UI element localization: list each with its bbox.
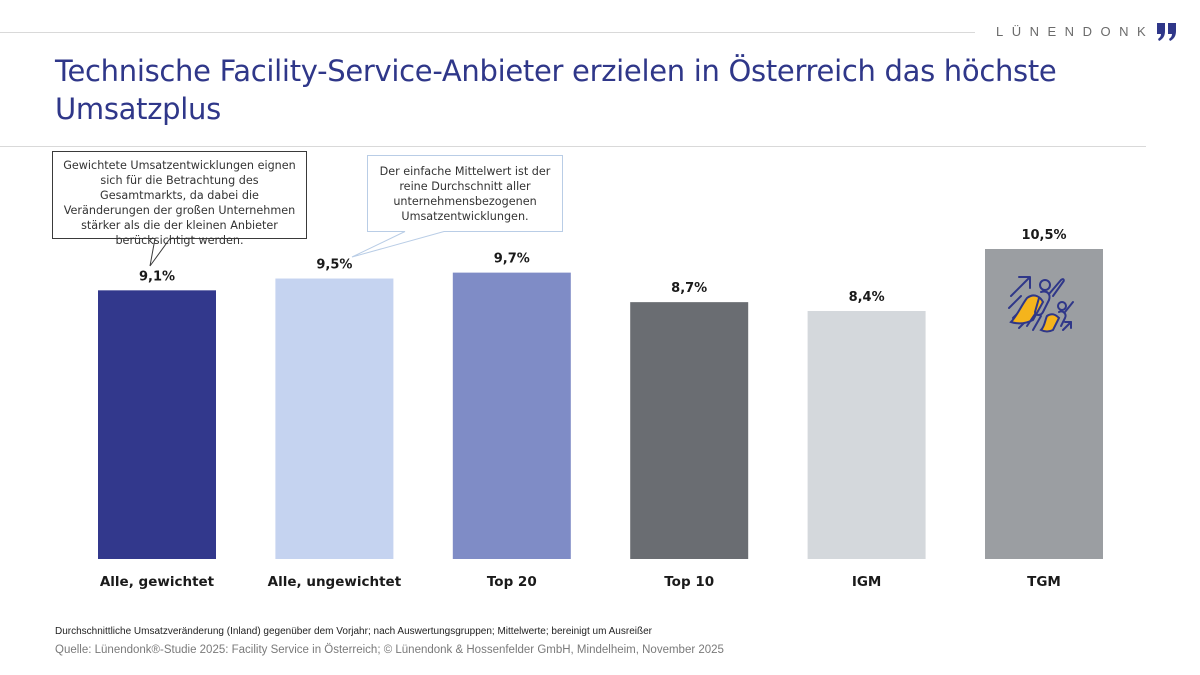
brand-name: LÜNENDONK	[996, 23, 1155, 39]
bar-top-20	[452, 272, 571, 559]
callout-weighted-text: Gewichtete Umsatzentwicklungen eignen si…	[63, 159, 296, 247]
callout-weighted-bubble	[52, 151, 307, 267]
category-label: TGM	[1027, 574, 1061, 590]
value-label: 9,1%	[139, 269, 175, 284]
page-title: Technische Facility-Service-Anbieter erz…	[55, 54, 1057, 126]
title-divider	[0, 146, 1146, 147]
value-label: 10,5%	[1021, 228, 1066, 243]
callout-weighted: Gewichtete Umsatzentwicklungen eignen si…	[52, 151, 307, 267]
bar-tgm	[985, 249, 1103, 559]
brand-logo: LÜNENDONK	[996, 20, 1178, 42]
superhero-icon	[1008, 276, 1074, 333]
category-label: Top 20	[487, 574, 537, 590]
bar-alle-gewichtet	[98, 290, 216, 559]
callout-unweighted-bubble	[351, 155, 563, 258]
bar-top-10	[630, 302, 749, 559]
source-note: Quelle: Lünendonk®-Studie 2025: Facility…	[55, 644, 724, 656]
category-label: Alle, ungewichtet	[268, 574, 402, 590]
category-label: Top 10	[664, 574, 714, 590]
bar-alle-ungewichtet	[275, 278, 394, 559]
category-label: IGM	[852, 574, 882, 590]
category-label: Alle, gewichtet	[100, 574, 215, 590]
callout-unweighted-text: Der einfache Mittelwert ist der reine Du…	[379, 165, 551, 223]
quotation-mark-icon	[1157, 23, 1177, 41]
bar-igm	[807, 311, 926, 559]
value-label: 8,4%	[849, 290, 885, 305]
value-label: 8,7%	[671, 281, 707, 296]
callout-unweighted: Der einfache Mittelwert ist der reine Du…	[351, 155, 563, 258]
chart-footnote: Durchschnittliche Umsatzveränderung (Inl…	[55, 626, 652, 637]
value-label: 9,7%	[494, 252, 530, 267]
value-label: 9,5%	[316, 258, 352, 273]
header-divider	[0, 32, 975, 33]
